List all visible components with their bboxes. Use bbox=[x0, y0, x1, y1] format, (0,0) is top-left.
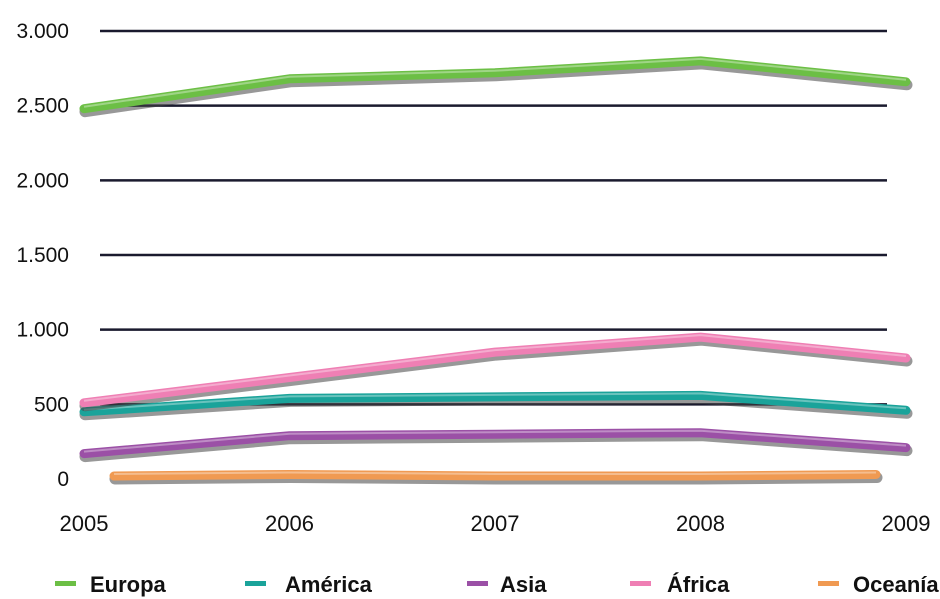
legend-item: Oceanía bbox=[818, 572, 939, 597]
x-tick-label: 2009 bbox=[882, 511, 931, 536]
y-tick-label: 2.000 bbox=[16, 169, 69, 192]
series-highlight bbox=[113, 471, 877, 475]
legend-label: América bbox=[285, 572, 373, 597]
series-highlight bbox=[83, 392, 907, 411]
legend-swatch bbox=[467, 581, 488, 586]
y-tick-label: 3.000 bbox=[16, 20, 69, 43]
y-tick-label: 1.000 bbox=[16, 319, 69, 342]
x-tick-label: 2006 bbox=[265, 511, 314, 536]
y-tick-label: 500 bbox=[34, 393, 69, 416]
legend-label: África bbox=[667, 572, 730, 597]
legend-label: Oceanía bbox=[853, 572, 939, 597]
legend-item: Asia bbox=[467, 572, 547, 597]
legend-swatch bbox=[245, 581, 266, 586]
series-3 bbox=[79, 332, 913, 412]
legend: Europa América Asia África Oceanía bbox=[55, 572, 939, 597]
legend-label: Asia bbox=[500, 572, 547, 597]
y-tick-label: 0 bbox=[57, 468, 69, 491]
series-line bbox=[79, 390, 911, 417]
x-tick-label: 2005 bbox=[60, 511, 109, 536]
legend-label: Europa bbox=[90, 572, 167, 597]
series-line bbox=[79, 428, 911, 459]
series-highlight bbox=[83, 57, 907, 108]
legend-item: África bbox=[630, 572, 730, 597]
y-tick-label: 2.500 bbox=[16, 95, 69, 118]
y-axis-ticks: 0 500 1.000 1.500 2.000 2.500 3.000 bbox=[16, 20, 69, 491]
series-highlight bbox=[83, 334, 907, 402]
series-2 bbox=[79, 428, 913, 463]
series-1 bbox=[79, 390, 913, 421]
series-line bbox=[109, 470, 881, 481]
series-4 bbox=[109, 470, 883, 485]
series-line bbox=[79, 332, 911, 408]
x-axis-ticks: 2005 2006 2007 2008 2009 bbox=[60, 511, 931, 536]
legend-swatch bbox=[630, 581, 651, 586]
legend-swatch bbox=[55, 581, 76, 586]
legend-swatch bbox=[818, 581, 839, 586]
x-tick-label: 2007 bbox=[471, 511, 520, 536]
x-tick-label: 2008 bbox=[676, 511, 725, 536]
series-highlight bbox=[83, 429, 907, 453]
series-line bbox=[79, 56, 911, 114]
legend-item: América bbox=[245, 572, 373, 597]
legend-item: Europa bbox=[55, 572, 167, 597]
series-lines bbox=[79, 56, 913, 485]
series-0 bbox=[79, 56, 913, 118]
y-tick-label: 1.500 bbox=[16, 244, 69, 267]
